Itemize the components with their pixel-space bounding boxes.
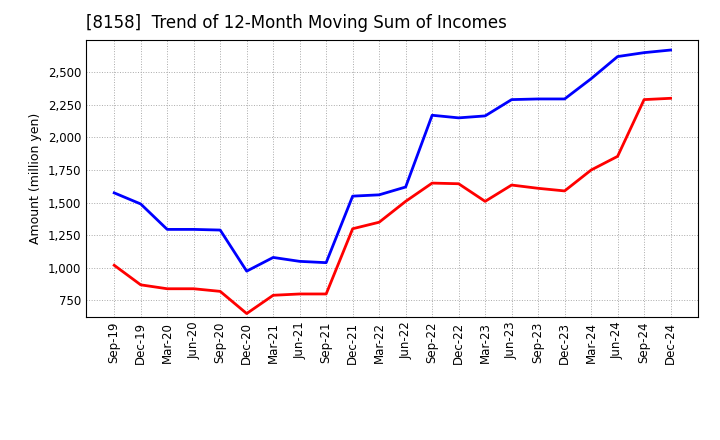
Net Income — [295, 291, 304, 297]
Ordinary Income — [189, 227, 198, 232]
Ordinary Income — [163, 227, 171, 232]
Net Income — [269, 293, 277, 298]
Ordinary Income — [454, 115, 463, 121]
Net Income — [163, 286, 171, 291]
Net Income — [508, 183, 516, 188]
Ordinary Income — [613, 54, 622, 59]
Ordinary Income — [560, 96, 569, 102]
Ordinary Income — [640, 50, 649, 55]
Net Income — [428, 180, 436, 186]
Net Income — [401, 199, 410, 204]
Ordinary Income — [481, 113, 490, 118]
Net Income — [454, 181, 463, 187]
Net Income — [587, 167, 595, 172]
Ordinary Income — [295, 259, 304, 264]
Ordinary Income — [666, 48, 675, 53]
Ordinary Income — [587, 76, 595, 81]
Net Income — [136, 282, 145, 287]
Net Income — [110, 263, 119, 268]
Ordinary Income — [269, 255, 277, 260]
Net Income — [243, 311, 251, 316]
Ordinary Income — [216, 227, 225, 233]
Net Income — [375, 220, 384, 225]
Net Income — [322, 291, 330, 297]
Line: Net Income: Net Income — [114, 98, 670, 314]
Ordinary Income — [243, 268, 251, 274]
Ordinary Income — [322, 260, 330, 265]
Ordinary Income — [375, 192, 384, 198]
Ordinary Income — [401, 184, 410, 190]
Line: Ordinary Income: Ordinary Income — [114, 50, 670, 271]
Text: [8158]  Trend of 12-Month Moving Sum of Incomes: [8158] Trend of 12-Month Moving Sum of I… — [86, 15, 508, 33]
Ordinary Income — [348, 194, 357, 199]
Net Income — [560, 188, 569, 194]
Ordinary Income — [136, 202, 145, 207]
Net Income — [666, 95, 675, 101]
Ordinary Income — [508, 97, 516, 102]
Y-axis label: Amount (million yen): Amount (million yen) — [30, 113, 42, 244]
Net Income — [216, 289, 225, 294]
Ordinary Income — [110, 190, 119, 195]
Net Income — [481, 199, 490, 204]
Net Income — [348, 226, 357, 231]
Net Income — [613, 154, 622, 159]
Net Income — [640, 97, 649, 102]
Net Income — [534, 186, 542, 191]
Ordinary Income — [534, 96, 542, 102]
Net Income — [189, 286, 198, 291]
Ordinary Income — [428, 113, 436, 118]
